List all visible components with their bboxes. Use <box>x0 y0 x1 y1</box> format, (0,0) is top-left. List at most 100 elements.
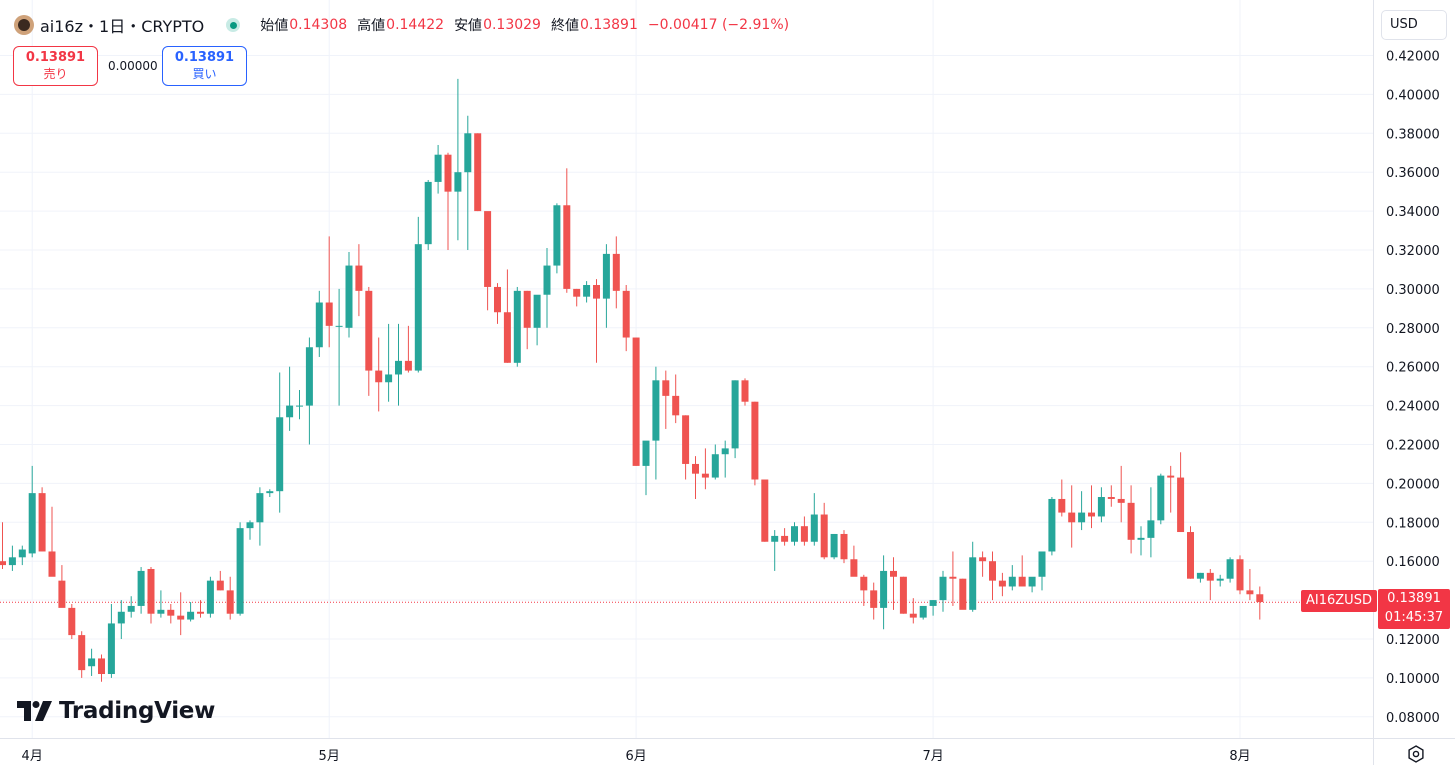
candle-body <box>929 600 937 606</box>
candle-body <box>692 463 699 474</box>
candle-body <box>1167 475 1175 478</box>
price-change: −0.00417 (−2.91%) <box>647 17 790 33</box>
candle-body <box>1078 512 1086 523</box>
candle-body <box>404 360 412 371</box>
settings-gear-icon[interactable] <box>1407 745 1425 763</box>
candle-body <box>1038 551 1046 577</box>
candle-body <box>632 337 640 466</box>
sell-label: 売り <box>43 67 68 81</box>
candle-body <box>1068 512 1076 523</box>
candle-body <box>206 580 214 614</box>
candle-body <box>622 290 630 338</box>
y-tick-label: 0.08000 <box>1386 711 1440 726</box>
y-tick-label: 0.34000 <box>1386 205 1440 220</box>
candle-body <box>38 493 46 552</box>
candle-body <box>167 609 175 616</box>
candle-body <box>998 580 1006 587</box>
candle-body <box>513 290 521 363</box>
close-value: 0.13891 <box>579 17 638 33</box>
candle-body <box>612 253 620 291</box>
candle-body <box>335 325 343 327</box>
y-tick-label: 0.28000 <box>1386 322 1440 337</box>
candle-body <box>365 290 373 371</box>
candle-body <box>959 578 967 610</box>
candle-body <box>187 611 195 620</box>
candle-body <box>761 479 769 542</box>
candle-body <box>840 533 848 560</box>
candle-body <box>890 570 897 577</box>
y-tick-label: 0.16000 <box>1386 555 1440 570</box>
candle-body <box>1246 590 1254 595</box>
candle-body <box>375 370 383 383</box>
symbol-title[interactable]: ai16z・1日・CRYPTO <box>40 17 205 36</box>
candle-body <box>1008 576 1016 587</box>
candle-body <box>1157 475 1165 521</box>
y-tick-label: 0.32000 <box>1386 244 1440 259</box>
sell-button[interactable]: 0.13891 売り <box>13 46 98 86</box>
candle-body <box>969 557 977 610</box>
candle-body <box>602 253 610 299</box>
y-tick-label: 0.36000 <box>1386 166 1440 181</box>
candle-body <box>721 448 729 455</box>
candle-body <box>810 514 818 542</box>
low-label: 安値 <box>454 18 483 34</box>
candle-body <box>741 380 749 402</box>
candle-body <box>919 605 927 618</box>
buy-label: 買い <box>192 67 217 81</box>
currency-selector[interactable]: USD <box>1381 10 1447 40</box>
candle-body <box>8 557 16 566</box>
candle-body <box>791 526 798 542</box>
tradingview-logo-icon <box>17 701 52 721</box>
candle-body <box>939 576 947 601</box>
candle-body <box>701 473 709 478</box>
candle-body <box>434 154 442 182</box>
candle-body <box>989 561 996 581</box>
tradingview-logo[interactable]: TradingView <box>17 698 215 724</box>
candle-body <box>979 557 987 562</box>
ai16z-logo-icon <box>14 15 34 35</box>
candle-body <box>543 265 551 295</box>
y-tick-label: 0.12000 <box>1386 633 1440 648</box>
candle-body <box>909 613 917 618</box>
candle-body <box>880 570 888 608</box>
candle-body <box>266 491 274 494</box>
candle-body <box>216 580 224 591</box>
x-tick-label: 8月 <box>1229 749 1250 764</box>
x-tick-label: 4月 <box>22 749 43 764</box>
candle-body <box>494 286 501 313</box>
candle-body <box>1107 497 1115 499</box>
candle-body <box>642 440 650 466</box>
x-tick-label: 6月 <box>625 749 646 764</box>
last-price-value: 0.13891 <box>1387 591 1441 606</box>
y-tick-label: 0.18000 <box>1386 516 1440 531</box>
candle-body <box>296 405 303 407</box>
candle-body <box>1088 512 1095 517</box>
candle-body <box>949 576 957 579</box>
candle-body <box>305 347 313 406</box>
candle-body <box>88 658 96 667</box>
candle-body <box>107 623 115 675</box>
candle-body <box>424 181 432 245</box>
candle-body <box>781 535 789 542</box>
candle-body <box>246 522 254 529</box>
buy-price: 0.13891 <box>174 50 235 65</box>
candle-body <box>18 549 26 558</box>
y-tick-label: 0.10000 <box>1386 672 1440 687</box>
buy-button[interactable]: 0.13891 買い <box>162 46 247 86</box>
market-status-icon[interactable] <box>226 18 241 32</box>
candle-body <box>385 374 393 383</box>
candle-body <box>197 611 204 614</box>
candle-body <box>1177 477 1185 533</box>
y-tick-label: 0.30000 <box>1386 283 1440 298</box>
candle-body <box>147 568 155 614</box>
candle-body <box>78 635 86 671</box>
candle-body <box>533 294 541 328</box>
candle-body <box>820 514 828 558</box>
candle-body <box>256 493 264 523</box>
candle-body <box>355 265 363 291</box>
candle-body <box>474 133 482 212</box>
candle-body <box>315 302 323 348</box>
candle-body <box>751 401 759 480</box>
candle-body <box>137 570 145 606</box>
